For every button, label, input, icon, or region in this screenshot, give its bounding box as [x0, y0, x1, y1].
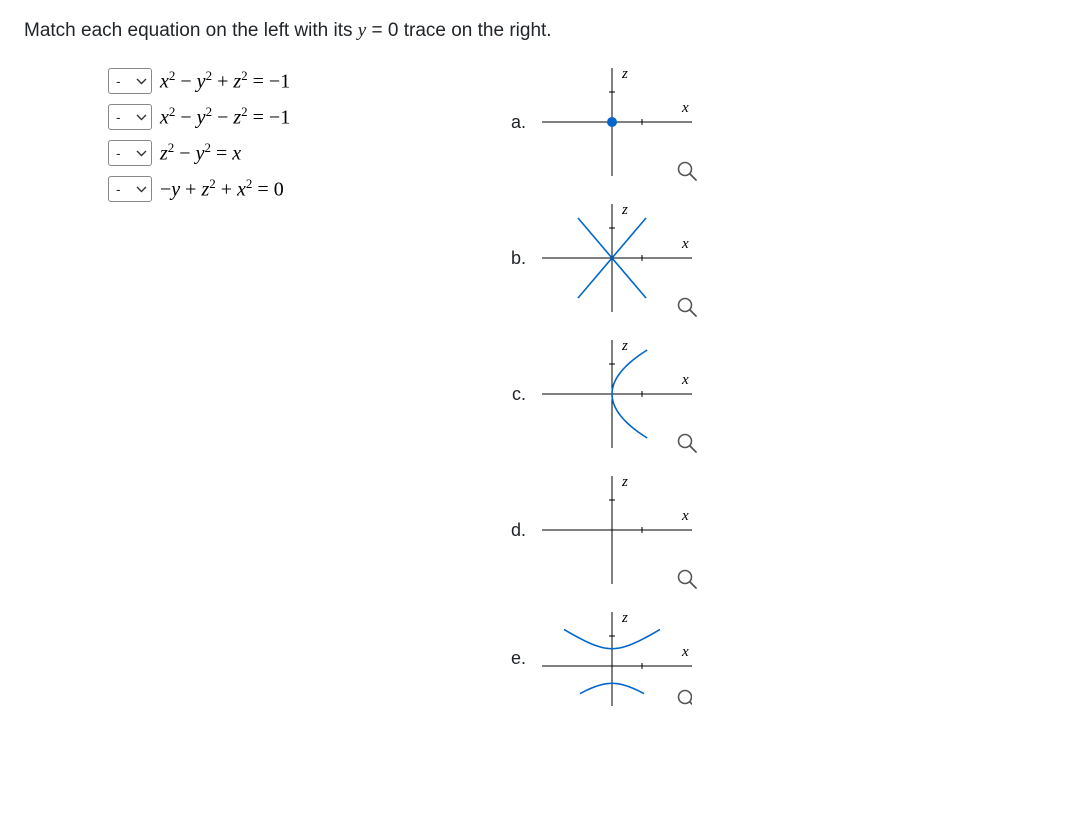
x-axis-label: x [681, 100, 689, 116]
magnify-icon[interactable] [676, 688, 692, 706]
trace-plot: z x [542, 202, 692, 314]
equation-row: - x2 − y2 + z2 = −1 [108, 68, 444, 94]
dropdown-value: - [116, 145, 121, 161]
x-axis-label: x [681, 372, 689, 388]
figure-plot-wrap: z x [542, 66, 692, 178]
content-area: - x2 − y2 + z2 = −1- x2 − y2 − z2 = −1- … [24, 66, 1053, 730]
chevron-down-icon [136, 78, 147, 85]
chevron-down-icon [136, 150, 147, 157]
figure-plot-wrap: z x [542, 610, 692, 706]
figure-row: c. z x [504, 338, 1053, 450]
figure-label: d. [504, 520, 526, 541]
chevron-down-icon [136, 186, 147, 193]
equation-text: x2 − y2 − z2 = −1 [160, 104, 290, 130]
z-axis-label: z [621, 66, 628, 82]
magnify-icon[interactable] [676, 568, 698, 590]
z-axis-label: z [621, 610, 628, 626]
figure-label: e. [504, 648, 526, 669]
magnify-icon[interactable] [676, 160, 698, 182]
equation-text: −y + z2 + x2 = 0 [160, 176, 284, 202]
equation-row: - x2 − y2 − z2 = −1 [108, 104, 444, 130]
figure-row: a. z x [504, 66, 1053, 178]
figure-row: b. z x [504, 202, 1053, 314]
dropdown-value: - [116, 109, 121, 125]
magnify-icon[interactable] [676, 296, 698, 318]
trace-plot: z x [542, 474, 692, 586]
figure-label: b. [504, 248, 526, 269]
z-axis-label: z [621, 474, 628, 490]
trace-plot: z x [542, 610, 692, 706]
prompt-text-after: trace on the right. [398, 20, 551, 41]
figure-row: e. z x [504, 610, 1053, 706]
z-axis-label: z [621, 202, 628, 218]
prompt-var: y [358, 20, 366, 41]
x-axis-label: x [681, 508, 689, 524]
match-dropdown[interactable]: - [108, 68, 152, 94]
equation-row: - z2 − y2 = x [108, 140, 444, 166]
dropdown-value: - [116, 181, 121, 197]
magnify-icon[interactable] [676, 432, 698, 454]
chevron-down-icon [136, 114, 147, 121]
equation-row: - −y + z2 + x2 = 0 [108, 176, 444, 202]
equations-column: - x2 − y2 + z2 = −1- x2 − y2 − z2 = −1- … [24, 66, 444, 212]
x-axis-label: x [681, 644, 689, 660]
figures-column: a. z x b. z x c. z x [444, 66, 1053, 730]
figure-plot-wrap: z x [542, 338, 692, 450]
match-dropdown[interactable]: - [108, 140, 152, 166]
question-prompt: Match each equation on the left with its… [24, 20, 1053, 42]
figure-label: a. [504, 112, 526, 133]
equation-text: x2 − y2 + z2 = −1 [160, 68, 290, 94]
match-dropdown[interactable]: - [108, 176, 152, 202]
figure-label: c. [504, 384, 526, 405]
prompt-eq: = 0 [366, 20, 398, 41]
trace-plot: z x [542, 66, 692, 178]
z-axis-label: z [621, 338, 628, 354]
equation-text: z2 − y2 = x [160, 140, 241, 166]
prompt-text-before: Match each equation on the left with its [24, 20, 358, 41]
figure-plot-wrap: z x [542, 202, 692, 314]
trace-plot: z x [542, 338, 692, 450]
match-dropdown[interactable]: - [108, 104, 152, 130]
x-axis-label: x [681, 236, 689, 252]
figure-row: d. z x [504, 474, 1053, 586]
figure-plot-wrap: z x [542, 474, 692, 586]
dropdown-value: - [116, 73, 121, 89]
